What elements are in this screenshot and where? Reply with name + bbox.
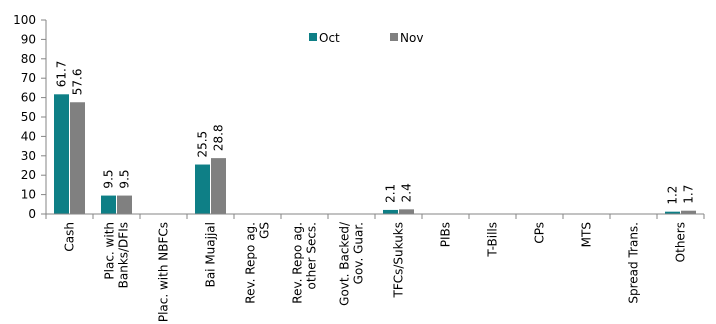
x-category-label-line: TFCs/Sukuks [392, 222, 406, 299]
x-category-label-line: Spread Trans. [627, 222, 641, 304]
x-category-label: Govt. Backed/Gov. Guar. [338, 221, 366, 306]
bar-oct [101, 195, 116, 214]
legend-label-oct: Oct [319, 31, 340, 45]
x-category-label: Rev. Repo ag.other Secs. [291, 222, 319, 304]
bar-oct [665, 211, 680, 214]
data-label-nov: 1.7 [682, 185, 696, 204]
x-axis: Cash Plac. withBanks/DFIs Plac. with NBFCs… [45, 213, 705, 322]
y-tick-label: 90 [21, 32, 36, 46]
x-category-label-line: PIBs [439, 222, 453, 247]
y-tick-label: 70 [21, 71, 36, 85]
bar-oct [54, 94, 69, 214]
y-tick-label: 60 [21, 91, 36, 105]
y-tick-label: 0 [28, 207, 36, 221]
bar-nov [211, 158, 226, 214]
x-category-label: Rev. Repo ag.GS [244, 222, 272, 304]
x-category-label: Plac. with NBFCs [157, 222, 171, 322]
x-category-label-line: MTS [580, 222, 594, 247]
x-category-label: T-Bills [486, 222, 500, 258]
y-tick-label: 40 [21, 129, 36, 143]
data-label-nov: 28.8 [212, 124, 226, 151]
x-category-label: MTS [580, 222, 594, 247]
data-label-nov: 9.5 [118, 169, 132, 188]
y-tick-label: 30 [21, 149, 36, 163]
x-category-label: Bai Muajjal [204, 222, 218, 287]
legend: Oct Nov [309, 31, 423, 45]
y-axis: 0 10 20 30 40 50 60 70 80 90 100 [13, 13, 47, 221]
x-category-label-line: Banks/DFIs [117, 222, 131, 288]
legend-swatch-oct [309, 33, 317, 41]
bar-oct [195, 164, 210, 214]
legend-swatch-nov [390, 33, 398, 41]
bar-nov [70, 102, 85, 214]
data-label-oct: 2.1 [384, 184, 398, 203]
x-category-label-line: Govt. Backed/ [338, 221, 352, 306]
x-category-label-line: Rev. Repo ag. [244, 222, 258, 304]
x-category-label: Spread Trans. [627, 222, 641, 304]
x-category-label: TFCs/Sukuks [392, 222, 406, 299]
x-category-label-line: Plac. with NBFCs [157, 222, 171, 322]
x-category-label: Others [674, 222, 688, 262]
x-category-label-line: Rev. Repo ag. [291, 222, 305, 304]
data-label-nov: 57.6 [71, 69, 85, 96]
data-label-nov: 2.4 [400, 183, 414, 202]
x-category-label-line: Gov. Guar. [352, 222, 366, 284]
legend-label-nov: Nov [400, 31, 423, 45]
y-tick-label: 50 [21, 110, 36, 124]
data-label-oct: 61.7 [55, 61, 69, 88]
bar-nov [681, 210, 696, 214]
x-category-label-line: T-Bills [486, 222, 500, 258]
x-category-label-line: CPs [533, 222, 547, 244]
y-tick-label: 10 [21, 188, 36, 202]
y-tick-label: 100 [13, 13, 36, 27]
x-category-label-line: Bai Muajjal [204, 222, 218, 287]
data-label-oct: 25.5 [196, 131, 210, 158]
x-category-label: PIBs [439, 222, 453, 247]
x-category-label: CPs [533, 222, 547, 244]
x-category-label-line: Cash [63, 222, 77, 252]
plot-area: 61.7 9.5 25.5 2.1 1.2 57.6 9.5 28.8 2.4 1.7 [54, 61, 696, 214]
x-category-label: Plac. withBanks/DFIs [103, 222, 131, 288]
bar-nov [117, 195, 132, 214]
x-category-label: Cash [63, 222, 77, 252]
data-label-oct: 1.2 [666, 186, 680, 205]
bar-oct [383, 209, 398, 214]
bar-nov [399, 209, 414, 214]
x-category-label-line: Others [674, 222, 688, 262]
data-label-oct: 9.5 [102, 169, 116, 188]
y-tick-label: 20 [21, 168, 36, 182]
x-category-label-line: other Secs. [305, 222, 319, 289]
x-category-label-line: Plac. with [103, 222, 117, 280]
y-tick-label: 80 [21, 52, 36, 66]
x-category-label-line: GS [258, 222, 272, 239]
